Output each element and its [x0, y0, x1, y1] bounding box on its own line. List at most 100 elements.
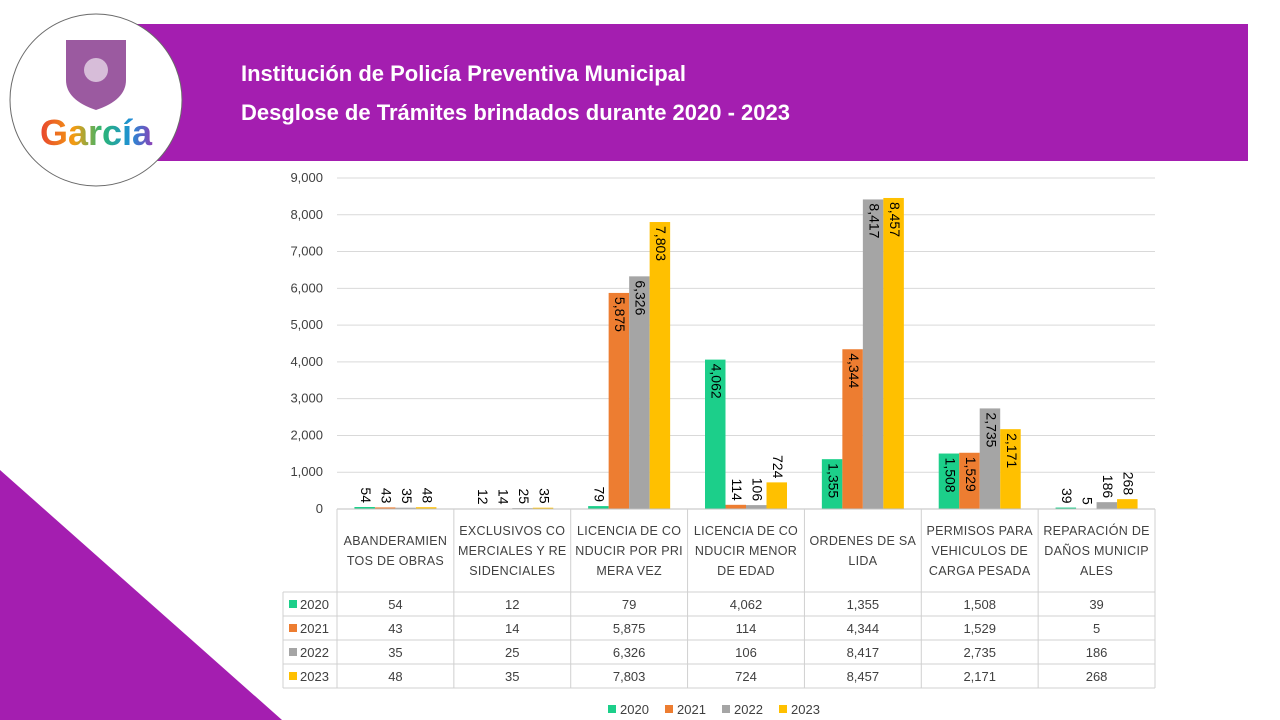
- chart-title: Institución de Policía Preventiva Munici…: [241, 61, 686, 86]
- y-tick-label: 4,000: [290, 354, 323, 369]
- bar: [1055, 507, 1077, 509]
- bar: [821, 459, 843, 509]
- y-tick-label: 9,000: [290, 170, 323, 185]
- table-cell: 2,735: [963, 645, 996, 660]
- data-label: 43: [378, 488, 394, 504]
- table-cell: 35: [388, 645, 402, 660]
- table-cell: 43: [388, 621, 402, 636]
- category-cell: ABANDERAMIENTOS DE OBRAS: [344, 534, 447, 568]
- chart-subtitle: Desglose de Trámites brindados durante 2…: [241, 100, 790, 125]
- x-tick-label: LICENCIA DE CONDUCIR MENOR DE EDAD: [693, 523, 799, 578]
- table-key: [289, 624, 297, 632]
- category-cell: PERMISOS PARA VEHICULOS DE CARGA PESADA: [926, 523, 1033, 578]
- y-tick-label: 3,000: [290, 391, 323, 406]
- table-cell: 7,803: [613, 669, 646, 684]
- table-cell: 5,875: [613, 621, 646, 636]
- y-tick-label: 5,000: [290, 317, 323, 332]
- category-cell: LICENCIA DE CONDUCIR POR PRIMERA VEZ: [575, 523, 683, 578]
- bar: [354, 507, 375, 509]
- logo-text: García: [40, 112, 153, 153]
- x-tick-label: ORDENES DE SALIDA: [809, 533, 917, 568]
- data-label: 106: [750, 478, 766, 502]
- category-cell: REPARACIÓN DE DAÑOS MUNICIPALES: [1043, 523, 1150, 578]
- bar: [705, 359, 726, 509]
- bar: [1117, 499, 1138, 509]
- y-tick-label: 2,000: [290, 427, 323, 442]
- bar: [979, 408, 1001, 509]
- table-series-name: 2023: [300, 669, 329, 684]
- data-label: 48: [419, 488, 435, 504]
- table-cell: 724: [735, 669, 757, 684]
- bar: [746, 505, 767, 509]
- table-cell: 186: [1086, 645, 1108, 660]
- data-label: 39: [1059, 488, 1075, 504]
- table-cell: 79: [622, 597, 636, 612]
- category-cell: LICENCIA DE CONDUCIR MENOR DE EDAD: [693, 523, 799, 578]
- data-label: 1,508: [942, 458, 958, 493]
- table-cell: 35: [505, 669, 519, 684]
- data-label: 35: [399, 488, 415, 504]
- x-tick-label: PERMISOS PARA VEHICULOS DE CARGA PESADA: [926, 523, 1033, 578]
- table-cell: 1,529: [963, 621, 996, 636]
- data-label: 25: [516, 489, 532, 505]
- data-label: 79: [592, 487, 608, 503]
- data-label: 54: [358, 487, 374, 503]
- data-label: 724: [770, 455, 786, 479]
- table-cell: 2,171: [963, 669, 996, 684]
- table-series-name: 2020: [300, 597, 329, 612]
- bar: [532, 507, 554, 509]
- table-key: [289, 648, 297, 656]
- bar: [883, 197, 904, 509]
- data-label: 268: [1121, 472, 1137, 496]
- table-cell: 268: [1086, 669, 1108, 684]
- data-label: 12: [475, 489, 491, 505]
- bar: [608, 292, 630, 509]
- data-label: 6,326: [633, 280, 649, 315]
- data-label: 35: [536, 488, 552, 504]
- title-band: [130, 24, 1248, 161]
- bar: [959, 452, 980, 509]
- data-label: 8,457: [887, 202, 903, 237]
- bar: [938, 453, 960, 509]
- data-label: 1,529: [963, 457, 979, 492]
- bar: [766, 482, 787, 509]
- legend-key: [608, 705, 616, 713]
- bar: [862, 199, 884, 509]
- table-key: [289, 672, 297, 680]
- table-cell: 1,508: [963, 597, 996, 612]
- x-tick-label: LICENCIA DE CONDUCIR POR PRIMERA VEZ: [575, 523, 683, 578]
- table-cell: 5: [1093, 621, 1100, 636]
- legend-label: 2020: [620, 702, 649, 717]
- y-tick-label: 1,000: [290, 464, 323, 479]
- data-label: 186: [1100, 475, 1116, 499]
- legend-key: [665, 705, 673, 713]
- category-cell: EXCLUSIVOS COMERCIALES Y RESIDENCIALES: [458, 524, 566, 578]
- legend-key: [722, 705, 730, 713]
- y-tick-label: 6,000: [290, 280, 323, 295]
- table-cell: 4,344: [847, 621, 880, 636]
- table-cell: 14: [505, 621, 519, 636]
- legend-key: [779, 705, 787, 713]
- table-cell: 54: [388, 597, 402, 612]
- data-label: 2,735: [983, 412, 999, 447]
- logo-sun: [84, 58, 108, 82]
- table-cell: 1,355: [847, 597, 880, 612]
- bar: [842, 349, 863, 509]
- bar: [629, 276, 650, 509]
- data-label: 5,875: [612, 297, 628, 332]
- bar: [725, 504, 746, 509]
- bar: [1096, 502, 1118, 509]
- table-cell: 25: [505, 645, 519, 660]
- y-tick-label: 0: [316, 501, 323, 516]
- table-cell: 6,326: [613, 645, 646, 660]
- bar: [649, 222, 671, 509]
- legend-label: 2022: [734, 702, 763, 717]
- table-cell: 4,062: [730, 597, 763, 612]
- x-tick-label: REPARACIÓN DE DAÑOS MUNICIPALES: [1043, 523, 1150, 578]
- table-key: [289, 600, 297, 608]
- table-cell: 48: [388, 669, 402, 684]
- table-series-name: 2021: [300, 621, 329, 636]
- table-series-name: 2022: [300, 645, 329, 660]
